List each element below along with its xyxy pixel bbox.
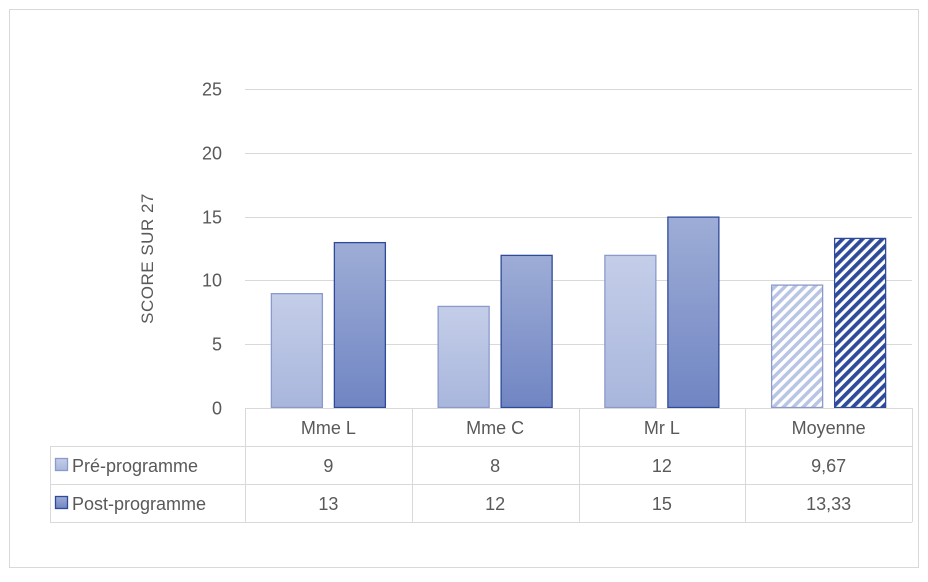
bar-post-mme-c — [500, 254, 553, 409]
table-value: 8 — [490, 456, 500, 476]
x-tick-label: Moyenne — [792, 418, 866, 438]
bar-pre-mme-l — [270, 293, 324, 409]
data-table: Mme L Mme C Mr L Moyenne Pré-programme 9 8 12 9,… — [50, 408, 913, 523]
chart-frame — [9, 9, 919, 568]
x-tick-label: Mr L — [644, 418, 680, 438]
table-value: 15 — [652, 494, 672, 514]
y-tick-label: 20 — [202, 144, 222, 164]
y-tick-label: 25 — [202, 80, 222, 100]
table-value: 13 — [318, 494, 338, 514]
legend-label: Post-programme — [72, 494, 206, 514]
bar-post-mme-l — [333, 241, 387, 409]
y-axis-title: SCORE SUR 27 — [138, 193, 157, 324]
x-tick-label: Mme L — [301, 418, 356, 438]
x-tick-label: Mme C — [466, 418, 524, 438]
bars — [270, 216, 887, 409]
y-tick-label: 15 — [202, 208, 222, 228]
bar-post-moyenne — [833, 237, 887, 409]
bar-pre-moyenne — [770, 284, 824, 409]
bar-pre-mr-l — [604, 254, 657, 409]
y-tick-label: 0 — [212, 399, 222, 419]
table-value: 12 — [652, 456, 672, 476]
legend-key-post — [54, 495, 69, 510]
legend-key-pre — [54, 457, 69, 472]
legend-label: Pré-programme — [72, 456, 198, 476]
table-value: 9,67 — [811, 456, 846, 476]
bar-post-mr-l — [667, 216, 720, 409]
table-value: 12 — [485, 494, 505, 514]
table-value: 9 — [323, 456, 333, 476]
y-axis: 0 5 10 15 20 25 SCORE SUR 27 — [138, 80, 222, 419]
table-value: 13,33 — [806, 494, 851, 514]
bar-pre-mme-c — [437, 305, 490, 409]
y-tick-label: 5 — [212, 335, 222, 355]
y-tick-label: 10 — [202, 271, 222, 291]
